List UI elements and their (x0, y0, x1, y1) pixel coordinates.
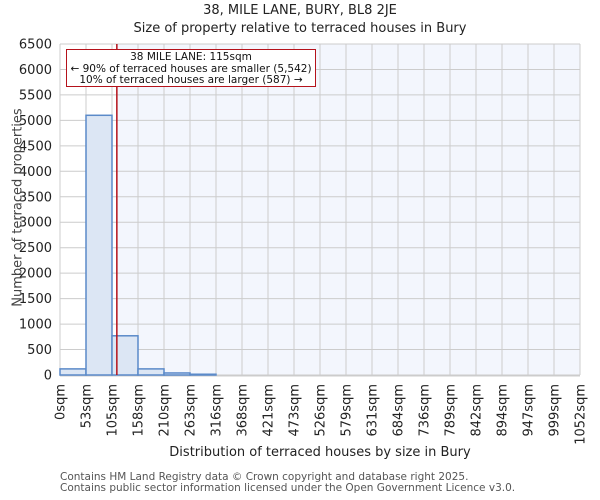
x-tick-label: 894sqm (496, 384, 511, 437)
x-tick-label: 316sqm (210, 384, 225, 437)
footer-line-2: Contains public sector information licen… (60, 482, 516, 494)
x-tick-label: 473sqm (288, 384, 303, 437)
annotation-line-3: 10% of terraced houses are larger (587) … (79, 74, 303, 86)
x-tick-label: 421sqm (262, 384, 277, 437)
histogram-bar (189, 373, 217, 376)
y-tick-label: 4000 (19, 165, 52, 180)
histogram-bar (85, 114, 113, 376)
x-tick-label: 263sqm (184, 384, 199, 437)
attribution-footer: Contains HM Land Registry data © Crown c… (60, 472, 515, 494)
x-tick-label: 53sqm (80, 384, 95, 428)
larger-region-background (116, 44, 580, 375)
x-tick-label: 999sqm (548, 384, 563, 437)
y-tick-label: 1000 (19, 318, 52, 333)
y-tick-label: 5000 (19, 114, 52, 129)
chart-subtitle: Size of property relative to terraced ho… (133, 21, 467, 36)
y-tick-label: 6500 (19, 38, 52, 53)
y-tick-label: 500 (27, 343, 52, 358)
annotation-line-2: ← 90% of terraced houses are smaller (5,… (70, 62, 312, 75)
x-tick-label: 842sqm (470, 384, 485, 437)
property-annotation-box: 38 MILE LANE: 115sqm ← 90% of terraced h… (66, 49, 316, 87)
y-tick-label: 3500 (19, 190, 52, 205)
x-tick-label: 947sqm (522, 384, 537, 437)
x-tick-label: 579sqm (340, 384, 355, 437)
footer-line-1: Contains HM Land Registry data © Crown c… (60, 471, 469, 483)
y-tick-label: 2500 (19, 241, 52, 256)
x-tick-label: 684sqm (392, 384, 407, 437)
y-tick-label: 3000 (19, 216, 52, 231)
y-axis-label: Number of terraced properties (10, 108, 26, 307)
x-tick-label: 789sqm (444, 384, 459, 437)
y-tick-label: 1500 (19, 292, 52, 307)
x-tick-label: 0sqm (54, 384, 69, 420)
y-tick-label: 4500 (19, 139, 52, 154)
histogram-bar (163, 372, 191, 376)
histogram-bar (59, 368, 87, 376)
x-tick-label: 210sqm (158, 384, 173, 437)
x-axis-label: Distribution of terraced houses by size … (169, 445, 471, 460)
y-tick-label: 2000 (19, 267, 52, 282)
histogram-bar (137, 368, 165, 376)
chart-title: 38, MILE LANE, BURY, BL8 2JE (203, 3, 397, 18)
y-tick-label: 0 (44, 369, 52, 384)
x-tick-label: 368sqm (236, 384, 251, 437)
annotation-line-1: 38 MILE LANE: 115sqm (130, 51, 252, 63)
x-tick-label: 158sqm (132, 384, 147, 437)
histogram-bar (111, 335, 139, 376)
x-tick-label: 105sqm (106, 384, 121, 437)
x-tick-label: 1052sqm (574, 384, 589, 445)
y-tick-label: 6000 (19, 63, 52, 78)
x-tick-label: 736sqm (418, 384, 433, 437)
x-tick-label: 631sqm (366, 384, 381, 437)
x-tick-label: 526sqm (314, 384, 329, 437)
y-tick-label: 5500 (19, 88, 52, 103)
